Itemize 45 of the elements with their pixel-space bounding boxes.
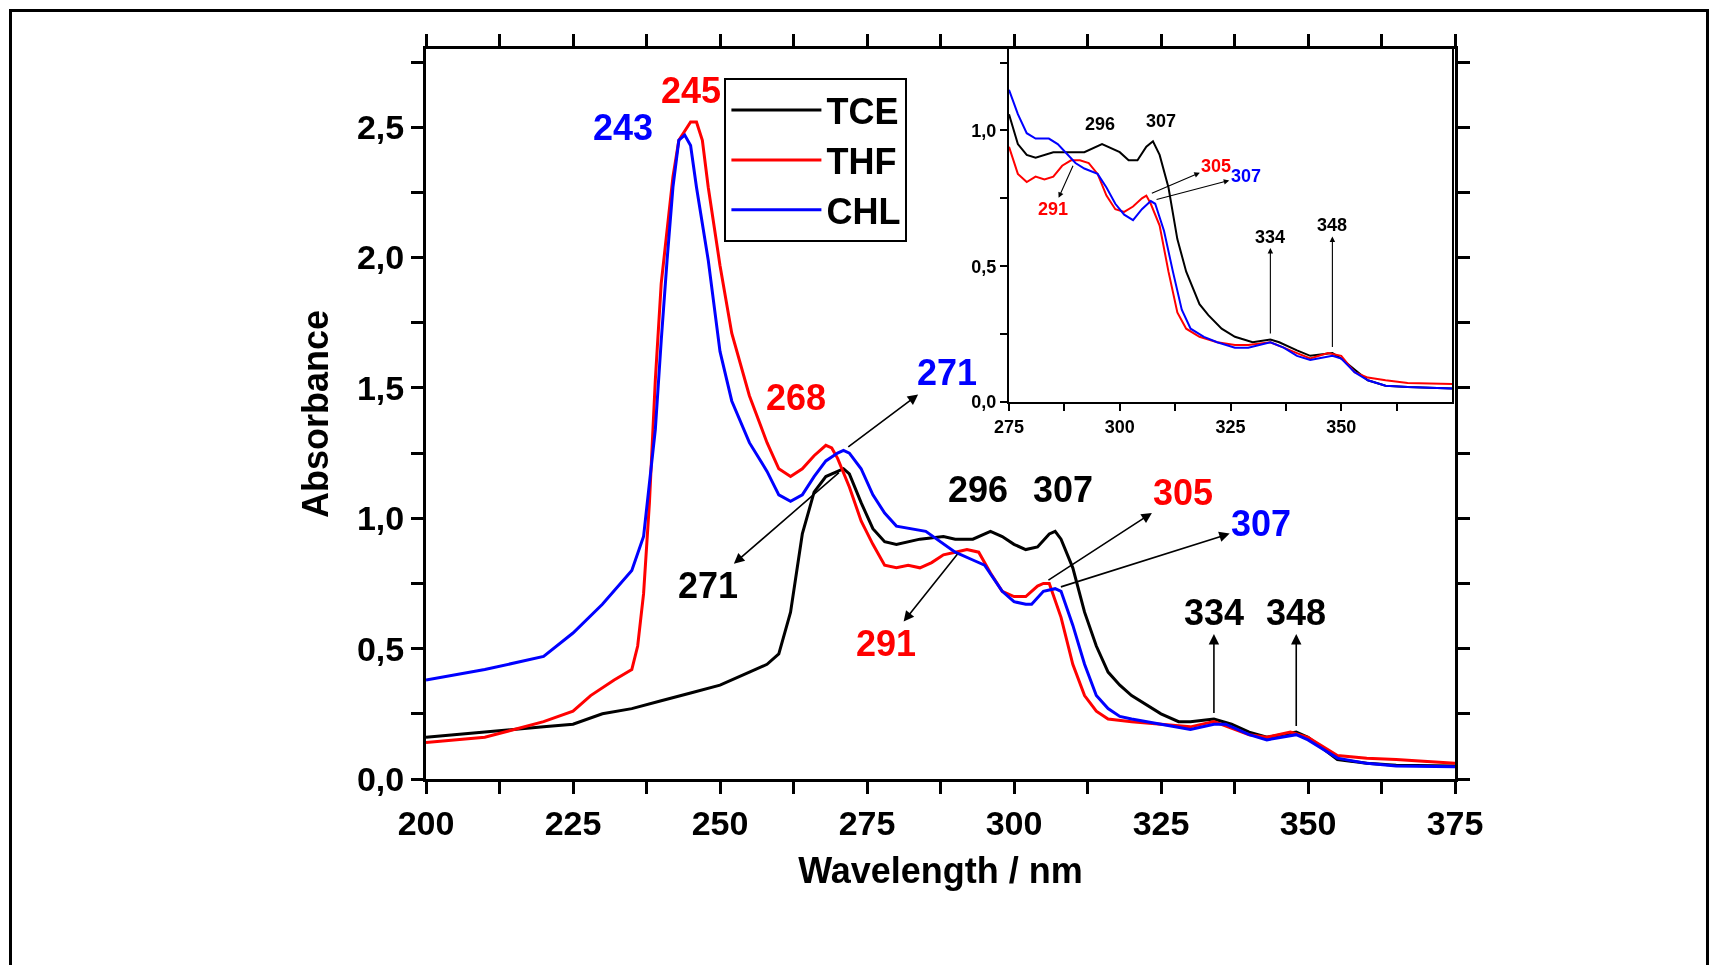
y-tick-label: 0,5 [356, 629, 405, 668]
x-tick-label: 200 [397, 803, 455, 842]
annotation: 271 [678, 565, 739, 606]
y-axis-title: Absorbance [294, 309, 336, 519]
annotation: 334 [1255, 227, 1286, 247]
annotation: 271 [917, 352, 978, 393]
y-tick-label: 2,5 [356, 108, 405, 147]
annotation: 296 [948, 469, 1009, 510]
annotation: 307 [1033, 469, 1094, 510]
x-tick-label: 325 [1132, 803, 1190, 842]
x-tick-label: 300 [985, 803, 1043, 842]
annotation: 268 [766, 377, 827, 418]
y-tick-label: 1,0 [356, 499, 405, 538]
annotation: 348 [1317, 215, 1348, 235]
legend-label: THF [826, 140, 897, 182]
annotation: 307 [1146, 111, 1177, 131]
annotation: 305 [1201, 156, 1232, 176]
annotation: 334 [1184, 592, 1245, 633]
x-tick-label: 250 [691, 803, 749, 842]
x-tick-label: 275 [993, 416, 1025, 437]
annotation: 291 [856, 623, 917, 664]
x-tick-label: 300 [1104, 416, 1135, 437]
annotation: 307 [1231, 503, 1292, 544]
x-tick-label: 325 [1215, 416, 1246, 437]
annotation: 245 [661, 70, 722, 111]
legend-label: TCE [826, 91, 899, 133]
annotation: 305 [1153, 472, 1214, 513]
x-tick-label: 350 [1279, 803, 1337, 842]
x-tick-label: 275 [838, 803, 896, 842]
annotation: 307 [1231, 166, 1262, 186]
x-tick-label: 225 [544, 803, 602, 842]
x-tick-label: 375 [1426, 803, 1484, 842]
y-tick-label: 0,0 [971, 392, 997, 413]
y-tick-label: 0,0 [356, 759, 405, 798]
y-tick-label: 1,0 [971, 120, 997, 141]
annotation: 291 [1038, 199, 1069, 219]
x-tick-label: 350 [1326, 416, 1357, 437]
legend-label: CHL [826, 190, 901, 232]
annotation: 296 [1085, 114, 1116, 134]
x-axis-title: Wavelength / nm [798, 850, 1083, 892]
annotation: 348 [1266, 592, 1327, 633]
annotation: 243 [593, 107, 654, 148]
y-tick-label: 2,0 [356, 238, 405, 277]
y-tick-label: 0,5 [971, 256, 997, 277]
y-tick-label: 1,5 [356, 368, 405, 407]
